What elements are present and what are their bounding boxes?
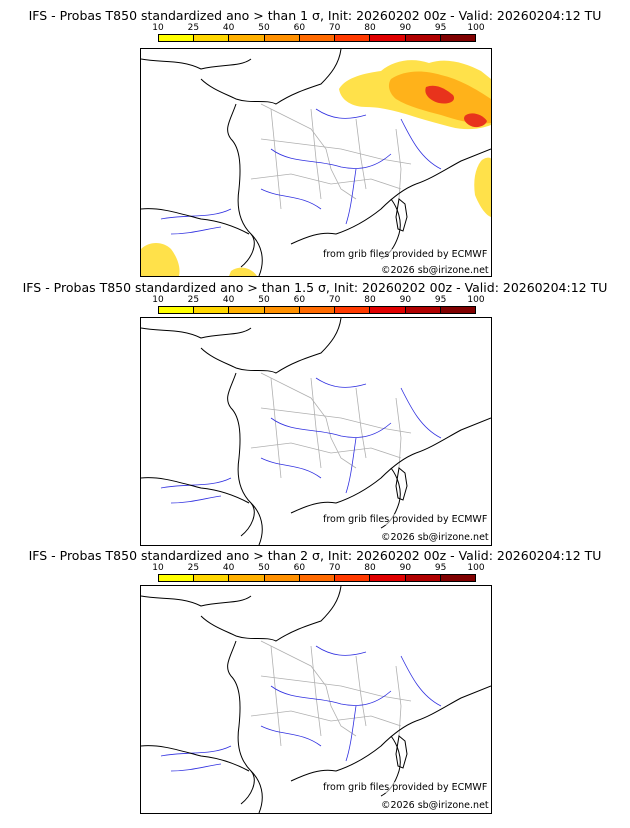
colorbar-tick-label: 100 <box>467 295 485 305</box>
colorbar-segment <box>405 307 441 313</box>
coastlines <box>141 318 491 545</box>
colorbar-segment <box>264 35 300 41</box>
colorbar-segment <box>229 575 265 581</box>
colorbar-tick-label: 100 <box>467 23 485 33</box>
colorbar-segment <box>159 307 195 313</box>
colorbar-tick-label: 90 <box>399 563 412 573</box>
map-svg <box>141 318 491 545</box>
colorbar-segment <box>405 575 441 581</box>
colorbar-tick-label: 10 <box>152 295 164 305</box>
colorbar-ticks: 10 25 40 50 60 70 80 90 95 100 <box>152 563 484 573</box>
panel-1-map: from grib files provided by ECMWF ©2026 … <box>140 48 492 277</box>
colorbar-segment <box>370 35 406 41</box>
colorbar-ticks: 10 25 40 50 60 70 80 90 95 100 <box>152 295 484 305</box>
island-corsica <box>395 735 408 769</box>
colorbar-tick-label: 70 <box>328 23 341 33</box>
colorbar-segment <box>264 307 300 313</box>
prob-area-south <box>229 267 257 276</box>
colorbar-ticks: 10 25 40 50 60 70 80 90 95 100 <box>152 23 484 33</box>
colorbar-segment <box>194 35 230 41</box>
colorbar-tick-label: 10 <box>152 563 164 573</box>
colorbar-segment <box>370 575 406 581</box>
colorbar-segment <box>405 35 441 41</box>
colorbar-tick-label: 70 <box>328 563 341 573</box>
map-svg <box>141 49 491 276</box>
panel-1-colorbar: 10 25 40 50 60 70 80 90 95 100 <box>152 23 485 46</box>
colorbar-segment <box>159 575 195 581</box>
colorbar-tick-label: 40 <box>222 295 235 305</box>
colorbar-tick-label: 95 <box>434 295 447 305</box>
colorbar-tick-label: 50 <box>258 563 270 573</box>
colorbar-segment <box>370 307 406 313</box>
coastlines <box>141 49 491 276</box>
colorbar-segment <box>335 307 371 313</box>
panel-3-colorbar: 10 25 40 50 60 70 80 90 95 100 <box>152 563 485 586</box>
colorbar-tick-label: 60 <box>293 563 306 573</box>
colorbar-bar <box>158 574 476 582</box>
colorbar-segment <box>335 35 371 41</box>
colorbar-segment <box>440 307 475 313</box>
island-corsica <box>395 467 408 501</box>
source-credit: from grib files provided by ECMWF <box>323 249 488 260</box>
map-svg <box>141 586 491 813</box>
copyright-credit: ©2026 sb@irizone.net <box>381 800 489 811</box>
colorbar-tick-label: 80 <box>364 563 376 573</box>
colorbar-bar <box>158 306 476 314</box>
colorbar-tick-label: 70 <box>328 295 341 305</box>
rivers <box>160 108 442 235</box>
country-borders <box>250 103 412 210</box>
colorbar-segment <box>335 575 371 581</box>
panel-1-title: IFS - Probas T850 standardized ano > tha… <box>28 8 602 23</box>
colorbar-segment <box>194 307 230 313</box>
colorbar-segment <box>299 575 336 581</box>
colorbar-tick-label: 95 <box>434 563 447 573</box>
colorbar-tick-label: 80 <box>364 295 376 305</box>
country-borders <box>250 640 412 747</box>
colorbar-tick-label: 60 <box>293 295 306 305</box>
panel-3-map: from grib files provided by ECMWF ©2026 … <box>140 585 492 814</box>
colorbar-tick-label: 80 <box>364 23 376 33</box>
copyright-credit: ©2026 sb@irizone.net <box>381 532 489 543</box>
prob-area-alps-high <box>464 113 487 128</box>
colorbar-segment <box>440 575 475 581</box>
colorbar-segment <box>194 575 230 581</box>
rivers <box>160 377 442 504</box>
panel-3-title: IFS - Probas T850 standardized ano > tha… <box>28 548 602 563</box>
colorbar-segment <box>299 307 336 313</box>
prob-area-east <box>474 157 491 217</box>
colorbar-tick-label: 95 <box>434 23 447 33</box>
island-corsica <box>395 198 408 232</box>
colorbar-tick-label: 40 <box>222 23 235 33</box>
prob-area-southwest <box>141 243 180 276</box>
colorbar-segment <box>264 575 300 581</box>
source-credit: from grib files provided by ECMWF <box>323 514 488 525</box>
colorbar-segment <box>440 35 475 41</box>
panel-2-map: from grib files provided by ECMWF ©2026 … <box>140 317 492 546</box>
colorbar-segment <box>229 307 265 313</box>
colorbar-tick-label: 50 <box>258 295 270 305</box>
source-credit: from grib files provided by ECMWF <box>323 782 488 793</box>
colorbar-tick-label: 25 <box>187 23 200 33</box>
colorbar-bar <box>158 34 476 42</box>
colorbar-tick-label: 40 <box>222 563 235 573</box>
colorbar-segment <box>229 35 265 41</box>
panel-2-colorbar: 10 25 40 50 60 70 80 90 95 100 <box>152 295 485 318</box>
colorbar-tick-label: 90 <box>399 295 412 305</box>
colorbar-tick-label: 25 <box>187 563 200 573</box>
prob-area-northeast-high <box>425 85 455 104</box>
panel-2-title: IFS - Probas T850 standardized ano > tha… <box>22 280 608 295</box>
copyright-credit: ©2026 sb@irizone.net <box>381 265 489 276</box>
colorbar-tick-label: 50 <box>258 23 270 33</box>
colorbar-segment <box>299 35 336 41</box>
colorbar-tick-label: 10 <box>152 23 164 33</box>
country-borders <box>250 372 412 479</box>
colorbar-tick-label: 100 <box>467 563 485 573</box>
rivers <box>160 645 442 772</box>
colorbar-tick-label: 60 <box>293 23 306 33</box>
probability-shading <box>141 60 491 276</box>
colorbar-segment <box>159 35 195 41</box>
colorbar-tick-label: 25 <box>187 295 200 305</box>
colorbar-tick-label: 90 <box>399 23 412 33</box>
